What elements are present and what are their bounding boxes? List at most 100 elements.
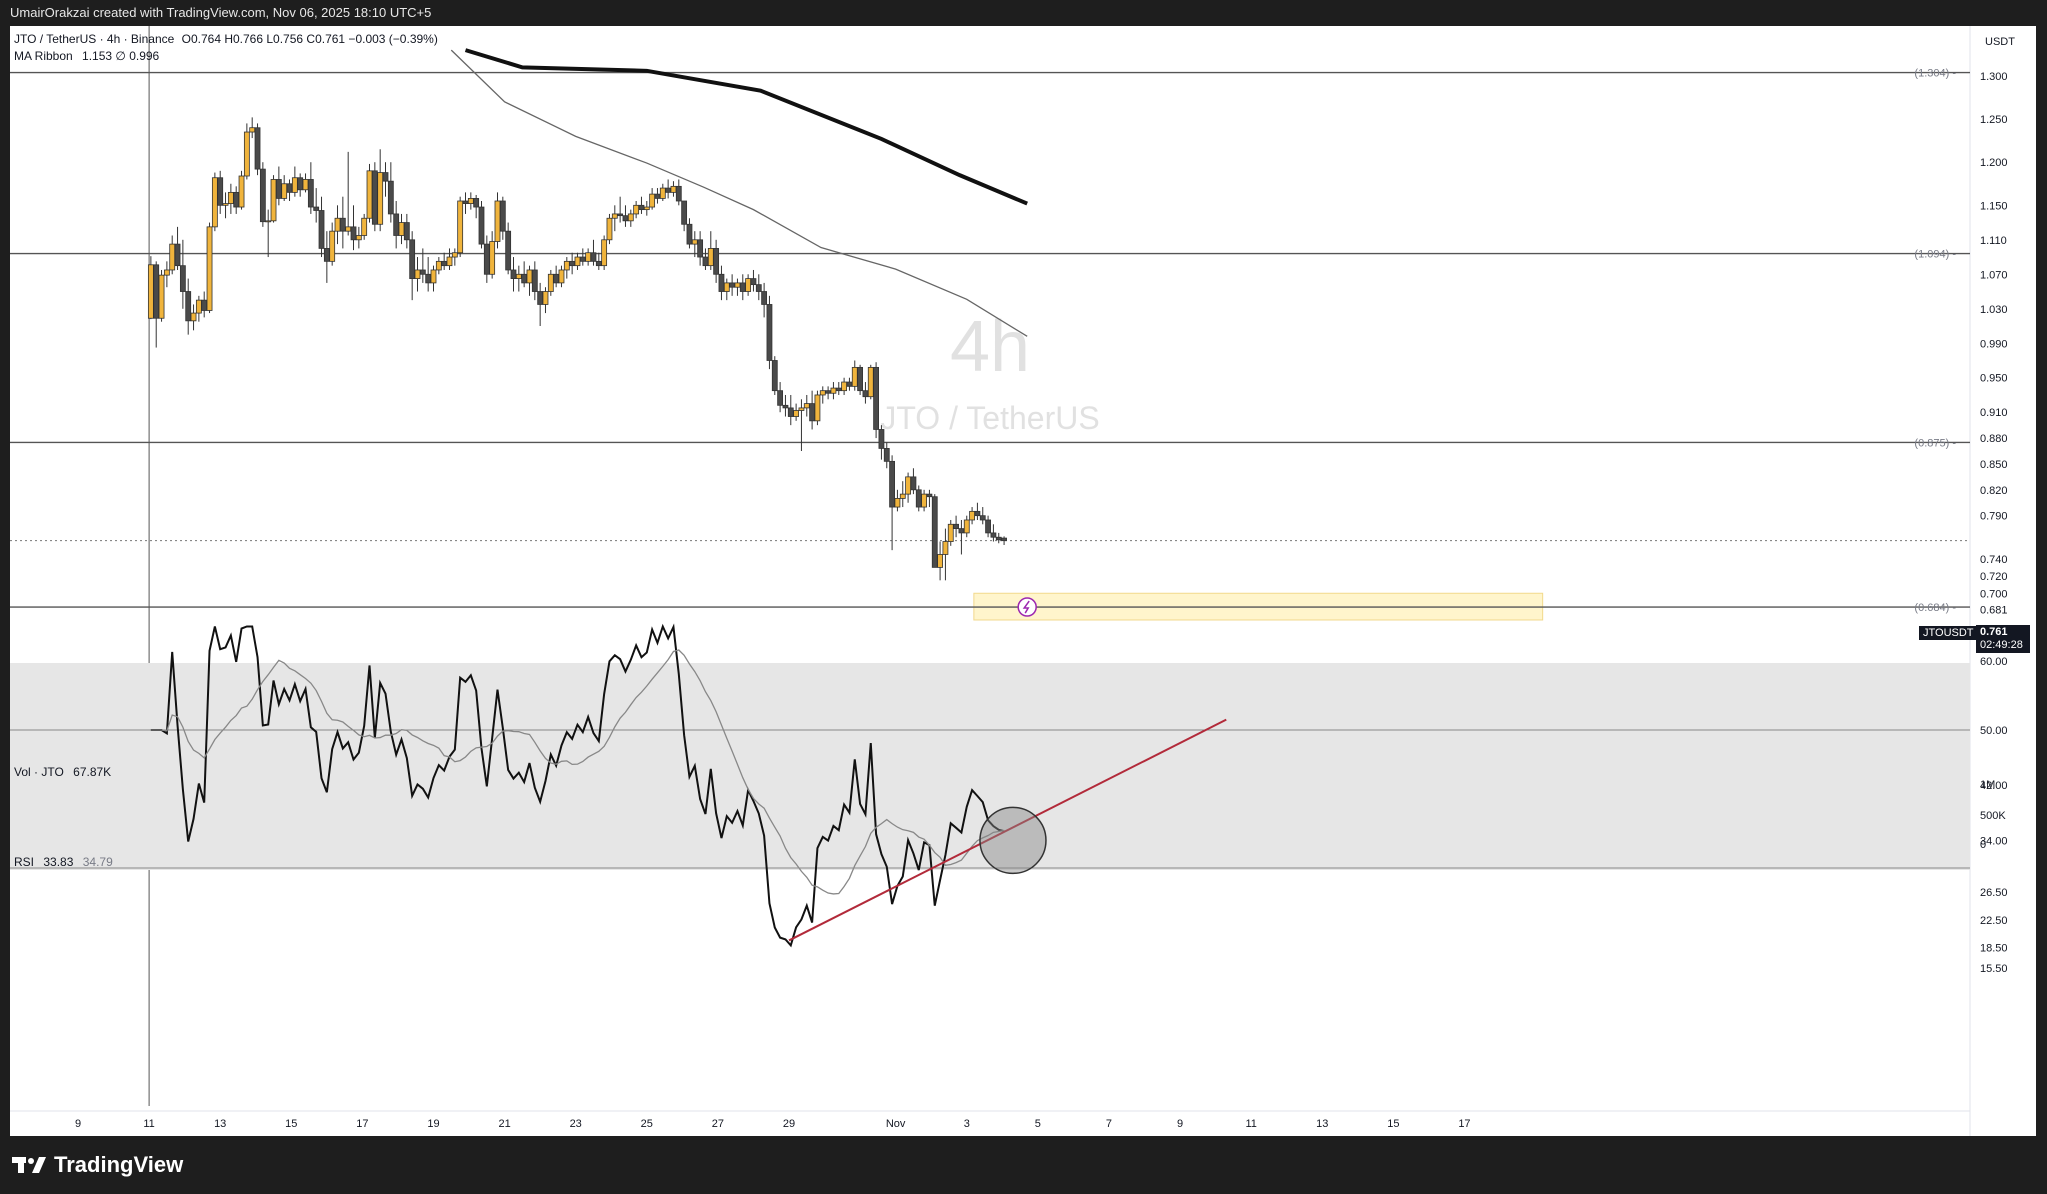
time-tick-label: 27 bbox=[712, 1118, 724, 1130]
volume-tick-label: 500K bbox=[1980, 810, 2006, 822]
rsi-band bbox=[10, 663, 1970, 870]
candle-body bbox=[851, 366, 858, 387]
candle-body bbox=[414, 269, 421, 279]
candle-body bbox=[777, 390, 784, 406]
ma-ribbon-label: MA Ribbon bbox=[14, 49, 73, 63]
tradingview-logo[interactable]: TradingView bbox=[12, 1151, 183, 1179]
rsi-tick-label: 18.50 bbox=[1980, 942, 2008, 954]
candle-body bbox=[430, 269, 437, 284]
candle-body bbox=[862, 390, 869, 398]
candle-body bbox=[542, 291, 549, 305]
candle-body bbox=[355, 235, 362, 241]
candle-body bbox=[302, 179, 309, 191]
last-price-tag: 0.761 02:49:28 bbox=[1976, 625, 2030, 653]
candle-body bbox=[361, 217, 368, 236]
candle-body bbox=[601, 239, 608, 267]
candle-body bbox=[323, 248, 330, 262]
ma-ribbon-values: 1.153 ∅ 0.996 bbox=[82, 49, 160, 63]
tradingview-logo-icon bbox=[12, 1157, 46, 1173]
volume-tick-label: 1M bbox=[1980, 779, 1995, 791]
time-tick-label: 15 bbox=[1387, 1118, 1399, 1130]
candle-body bbox=[622, 215, 629, 222]
candle-body bbox=[345, 226, 352, 232]
candle-body bbox=[526, 269, 533, 284]
candle-body bbox=[718, 273, 725, 292]
candle-body bbox=[313, 206, 320, 211]
rsi-legend[interactable]: RSI 33.83 34.79 bbox=[14, 855, 113, 869]
candle-body bbox=[574, 256, 581, 267]
chart-svg[interactable]: 4h JTO / TetherUS (1.304) - (1.094) - (0.87… bbox=[10, 26, 2036, 1136]
candle-body bbox=[873, 366, 879, 430]
price-tick-label: 0.990 bbox=[1980, 338, 2008, 350]
time-tick-label: 11 bbox=[1245, 1118, 1256, 1130]
candle-body bbox=[889, 460, 895, 508]
candle-body bbox=[654, 193, 661, 199]
candle-body bbox=[798, 407, 805, 411]
candle-body bbox=[483, 243, 490, 275]
candle-body bbox=[627, 213, 634, 222]
candle-body bbox=[926, 493, 933, 498]
price-tick-label: 0.820 bbox=[1980, 485, 2008, 497]
bar-countdown: 02:49:28 bbox=[1980, 639, 2023, 651]
candle-body bbox=[766, 304, 773, 361]
candle-body bbox=[942, 541, 949, 555]
candle-body bbox=[467, 198, 474, 204]
candle-body bbox=[745, 278, 752, 292]
candle-body bbox=[329, 230, 336, 262]
price-tick-label: 1.250 bbox=[1980, 114, 2008, 126]
candle-body bbox=[163, 269, 170, 276]
ma-ribbon-legend[interactable]: MA Ribbon 1.153 ∅ 0.996 bbox=[14, 49, 159, 63]
lightning-icon bbox=[1022, 600, 1030, 614]
rsi-highlight-circle bbox=[979, 806, 1047, 875]
candle-body bbox=[579, 256, 586, 262]
candle-body bbox=[638, 204, 645, 211]
price-tick-label: 1.150 bbox=[1980, 200, 2008, 212]
candle-body bbox=[979, 515, 986, 521]
candle-body bbox=[590, 252, 597, 262]
alert-marker-icon bbox=[1017, 597, 1037, 617]
chart-area[interactable]: 4h JTO / TetherUS (1.304) - (1.094) - (0.87… bbox=[10, 26, 2036, 1136]
candle-body bbox=[915, 489, 922, 508]
candle-body bbox=[990, 532, 997, 538]
candle-body bbox=[771, 360, 778, 392]
price-tick-label: 1.200 bbox=[1980, 157, 2008, 169]
currency-label[interactable]: USDT bbox=[1985, 36, 2015, 48]
caption-bar: UmairOrakzai created with TradingView.co… bbox=[0, 0, 2047, 26]
price-tick-label: 0.700 bbox=[1980, 588, 2008, 600]
time-tick-label: Nov bbox=[886, 1118, 906, 1130]
price-tick-label: 0.681 bbox=[1980, 605, 2008, 617]
symbol-line[interactable]: JTO / TetherUS · 4h · Binance bbox=[14, 32, 175, 46]
time-tick-label: 13 bbox=[1316, 1118, 1328, 1130]
candle-body bbox=[547, 273, 554, 292]
candle-body bbox=[371, 170, 378, 225]
candle-body bbox=[670, 185, 677, 193]
volume-legend[interactable]: Vol · JTO 67.87K bbox=[14, 765, 111, 779]
candle-body bbox=[265, 220, 272, 223]
candle-body bbox=[291, 177, 298, 193]
candle-body bbox=[883, 448, 890, 462]
symbol-price-tag: JTOUSDT bbox=[1919, 626, 1978, 640]
candle-body bbox=[558, 269, 565, 284]
candle-body bbox=[697, 239, 704, 258]
price-tick-label: 1.110 bbox=[1980, 235, 2007, 247]
time-tick-label: 11 bbox=[143, 1118, 154, 1130]
caption-text: UmairOrakzai created with TradingView.co… bbox=[10, 5, 432, 20]
time-tick-label: 13 bbox=[214, 1118, 226, 1130]
candle-body bbox=[270, 179, 277, 222]
candle-body bbox=[905, 476, 911, 495]
price-tick-label: 0.910 bbox=[1980, 407, 2008, 419]
time-tick-label: 17 bbox=[356, 1118, 368, 1130]
candle-body bbox=[377, 172, 384, 225]
candle-body bbox=[974, 510, 981, 517]
candle-body bbox=[382, 172, 389, 182]
candle-body bbox=[521, 273, 528, 284]
candle-body bbox=[787, 407, 794, 417]
footer-bar: TradingView bbox=[0, 1136, 2047, 1194]
candle-body bbox=[366, 170, 373, 219]
candle-body bbox=[515, 273, 522, 279]
rsi-tick-label: 42.00 bbox=[1980, 780, 2008, 792]
candle-body bbox=[158, 274, 165, 319]
tradingview-wordmark: TradingView bbox=[54, 1152, 184, 1177]
candle-body bbox=[494, 200, 501, 242]
candle-body bbox=[841, 381, 848, 392]
